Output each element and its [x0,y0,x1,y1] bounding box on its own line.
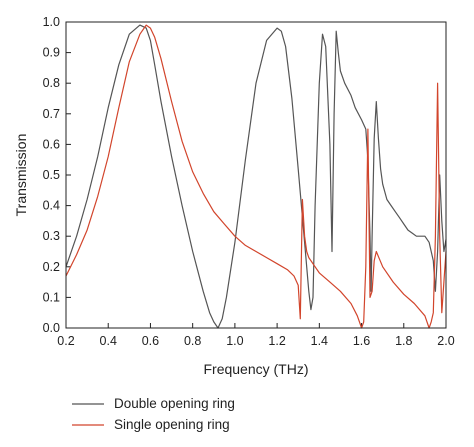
y-tick-label: 0.4 [43,199,60,213]
x-tick-label: 2.0 [437,334,454,348]
y-tick-label: 0.0 [43,321,60,335]
series-line-double-opening-ring [65,24,447,329]
x-tick-label: 1.8 [395,334,412,348]
x-tick-label: 1.0 [226,334,243,348]
x-tick-label: 0.4 [100,334,117,348]
x-tick-label: 1.4 [311,334,328,348]
legend: Double opening ring Single opening ring [72,396,235,432]
plot-frame [65,21,447,329]
x-axis-title: Frequency (THz) [203,361,308,377]
x-tick-label: 0.2 [57,334,74,348]
y-axis-title: Transmission [13,134,29,217]
x-tick-label: 0.8 [184,334,201,348]
legend-label-double-opening-ring: Double opening ring [114,396,235,411]
y-tick-label: 0.2 [43,260,60,274]
series-layer [65,24,447,329]
y-tick-label: 0.7 [43,107,60,121]
x-tick-label: 0.6 [142,334,159,348]
y-tick-label: 0.6 [43,137,60,151]
y-tick-label: 0.1 [43,290,60,304]
legend-label-single-opening-ring: Single opening ring [114,417,230,432]
y-tick-label: 0.3 [43,229,60,243]
y-tick-label: 0.9 [43,46,60,60]
y-tick-label: 0.8 [43,76,60,90]
axis-ticks: 0.2 0.4 0.6 0.8 1.0 1.2 1.4 1.6 1.8 2.0 0.0 0.1 0.2 0… [43,15,455,348]
y-tick-label: 1.0 [43,15,60,29]
x-tick-label: 1.6 [353,334,370,348]
y-tick-label: 0.5 [43,168,60,182]
x-tick-label: 1.2 [268,334,285,348]
series-line-single-opening-ring [65,24,447,329]
